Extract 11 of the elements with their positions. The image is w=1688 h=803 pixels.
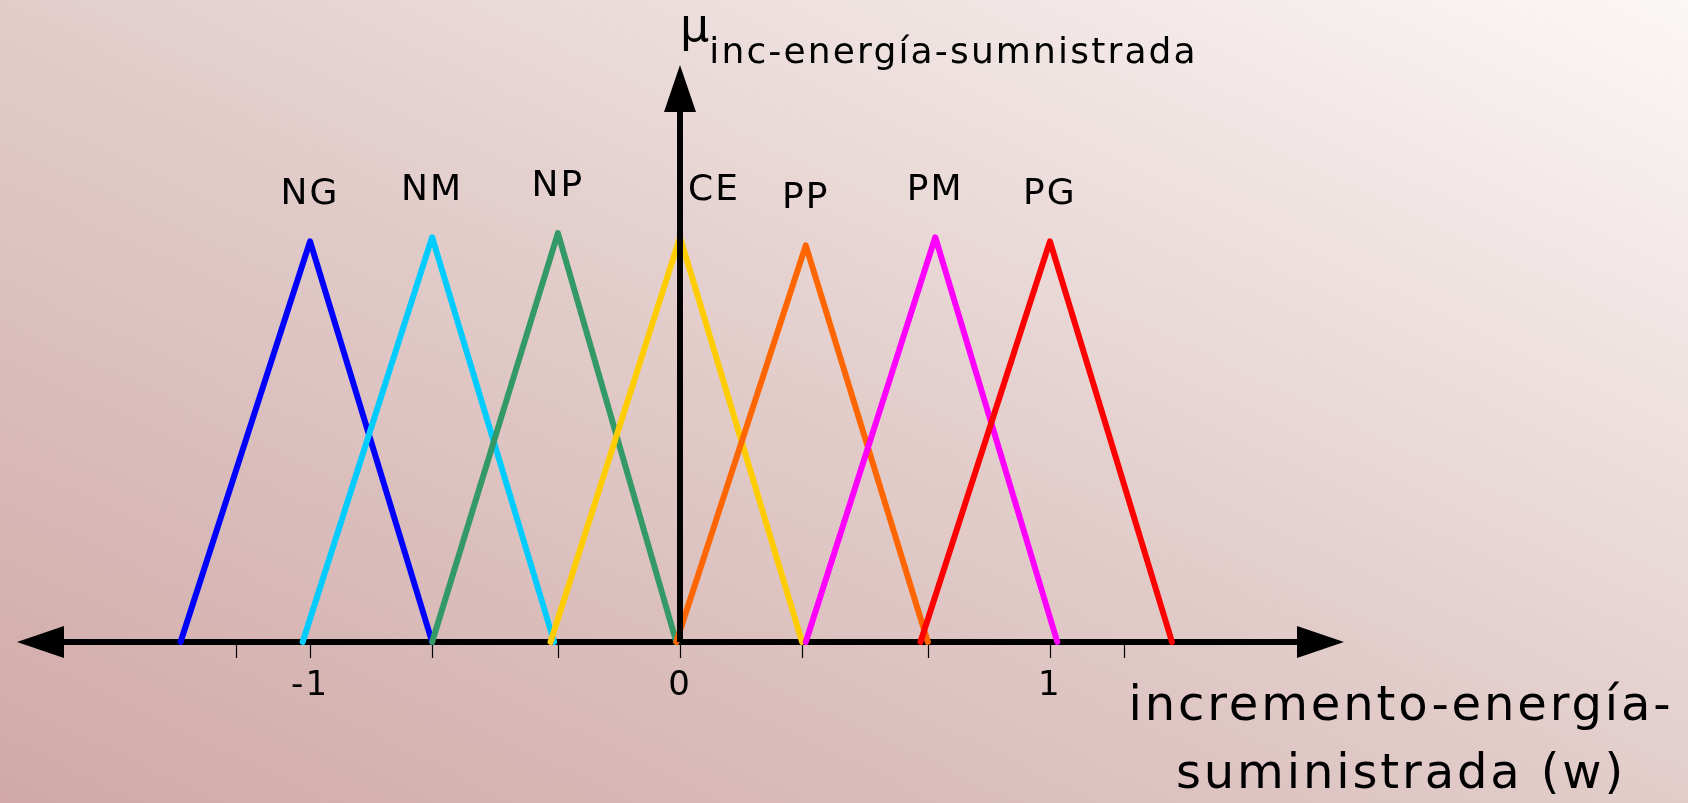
series-label: CE — [688, 166, 741, 208]
x-tick-label: 0 — [668, 663, 692, 703]
series-label: PP — [781, 174, 830, 216]
series-label: NM — [400, 166, 464, 208]
series-label: NG — [280, 170, 340, 212]
x-axis-title: incremento-energía-suministrada (w) — [1128, 675, 1674, 799]
series-label: PM — [906, 166, 964, 208]
series-label: NP — [531, 162, 585, 204]
series-label: PG — [1022, 170, 1077, 212]
x-tick-label: -1 — [291, 663, 330, 703]
x-tick-label: 1 — [1038, 663, 1062, 703]
